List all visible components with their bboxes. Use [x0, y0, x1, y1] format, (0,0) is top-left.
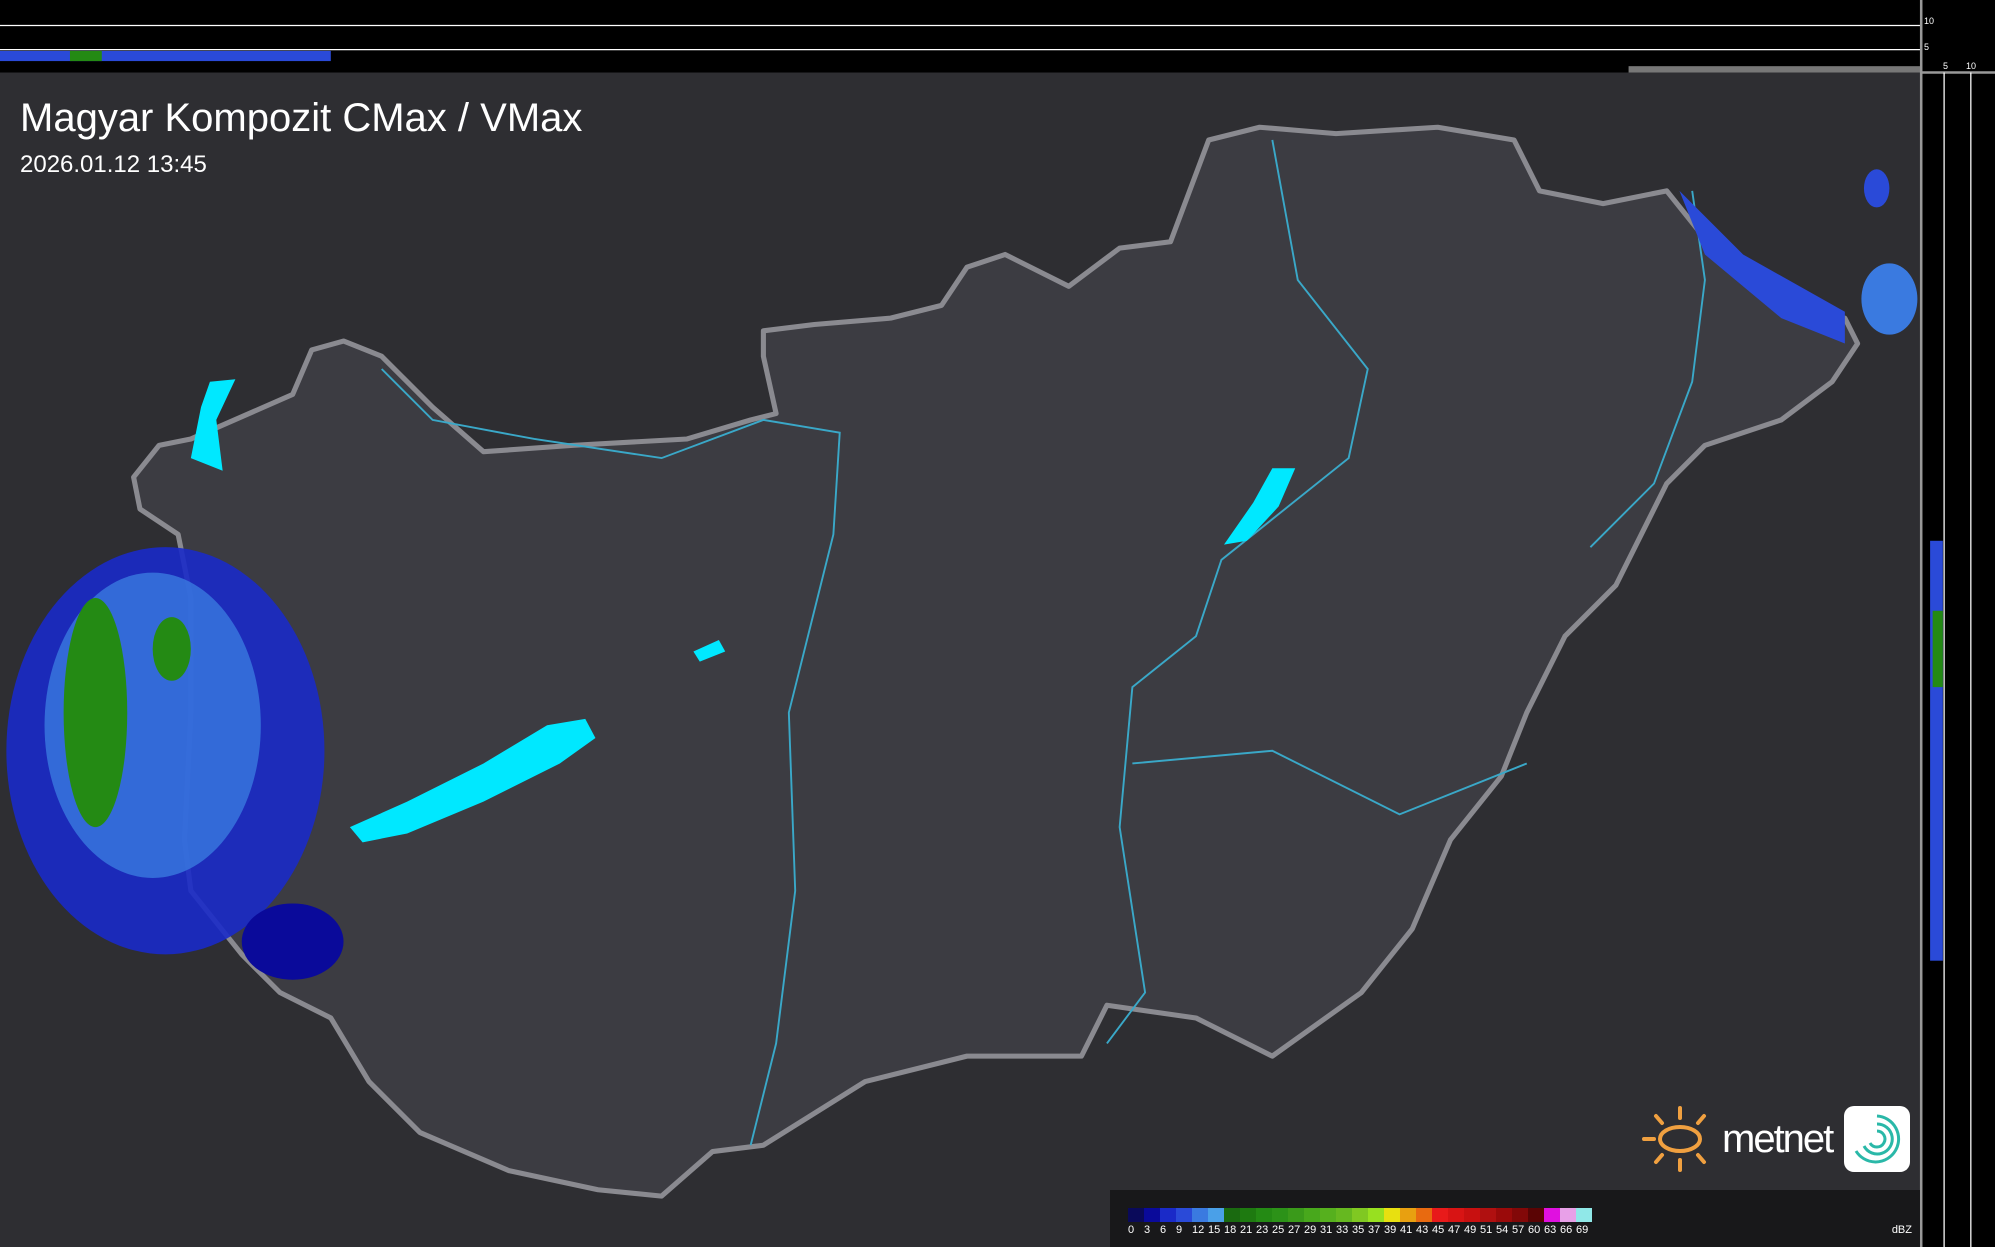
legend-swatch: 15: [1208, 1208, 1224, 1236]
legend-swatch: 18: [1224, 1208, 1240, 1236]
legend-label: 43: [1416, 1224, 1429, 1236]
vertical-tick: 5: [1924, 42, 1930, 52]
legend-swatch: 3: [1144, 1208, 1160, 1236]
legend-label: 6: [1160, 1224, 1167, 1236]
legend-label: 33: [1336, 1224, 1349, 1236]
horizontal-tick: 5: [1943, 61, 1949, 71]
legend-swatch: 41: [1400, 1208, 1416, 1236]
legend-swatch: 39: [1384, 1208, 1400, 1236]
legend-swatch: 6: [1160, 1208, 1176, 1236]
legend-swatch: 21: [1240, 1208, 1256, 1236]
legend-label: 37: [1368, 1224, 1381, 1236]
legend-label: 51: [1480, 1224, 1493, 1236]
legend-label: 21: [1240, 1224, 1253, 1236]
legend-label: 47: [1448, 1224, 1461, 1236]
legend-swatch: 63: [1544, 1208, 1560, 1236]
lake-ferto: [190, 379, 236, 471]
legend-label: 45: [1432, 1224, 1445, 1236]
legend-swatch: 27: [1288, 1208, 1304, 1236]
legend-label: 60: [1528, 1224, 1541, 1236]
radar-app-icon: [1844, 1106, 1911, 1172]
legend-label: 12: [1192, 1224, 1205, 1236]
lakes: [190, 379, 1296, 843]
legend-swatch: 49: [1464, 1208, 1480, 1236]
legend-label: 39: [1384, 1224, 1397, 1236]
vertical-tick: 10: [1924, 16, 1935, 26]
legend-label: 49: [1464, 1224, 1477, 1236]
side-profile-echo: [1930, 540, 1943, 961]
legend-swatch: 66: [1560, 1208, 1576, 1236]
legend-label: 23: [1256, 1224, 1269, 1236]
legend-label: 25: [1272, 1224, 1285, 1236]
legend-label: 66: [1560, 1224, 1573, 1236]
legend-swatch: 12: [1192, 1208, 1208, 1236]
lake-balaton: [349, 718, 596, 843]
legend-label: 29: [1304, 1224, 1317, 1236]
legend-label: 31: [1320, 1224, 1333, 1236]
legend-swatch: 0: [1128, 1208, 1144, 1236]
legend-label: 57: [1512, 1224, 1525, 1236]
map-title: Magyar Kompozit CMax / VMax: [20, 96, 583, 140]
legend-swatch: 31: [1320, 1208, 1336, 1236]
legend-swatch: 9: [1176, 1208, 1192, 1236]
legend-swatch: 47: [1448, 1208, 1464, 1236]
metnet-logo: metnet: [1638, 1104, 1911, 1174]
horizontal-tick: 10: [1966, 61, 1977, 71]
legend-label: 63: [1544, 1224, 1557, 1236]
rivers: [381, 139, 1706, 1146]
legend-swatch: 35: [1352, 1208, 1368, 1236]
country-hungary: [131, 124, 1861, 1199]
lake-tisza: [1223, 468, 1296, 545]
legend-label: 18: [1224, 1224, 1237, 1236]
legend-label: 9: [1176, 1224, 1183, 1236]
logo-text: metnet: [1722, 1116, 1834, 1161]
legend-swatch: 54: [1496, 1208, 1512, 1236]
legend-swatch: 43: [1416, 1208, 1432, 1236]
sun-icon: [1642, 1106, 1706, 1172]
legend-swatch: 45: [1432, 1208, 1448, 1236]
legend-label: 15: [1208, 1224, 1221, 1236]
legend-label: 35: [1352, 1224, 1365, 1236]
legend-swatch: 33: [1336, 1208, 1352, 1236]
lake-velence: [693, 640, 726, 662]
legend-label: 3: [1144, 1224, 1151, 1236]
legend-label: 0: [1128, 1224, 1135, 1236]
legend-swatch: 69: [1576, 1208, 1592, 1236]
legend-label: 27: [1288, 1224, 1301, 1236]
precipitation-echoes: [6, 169, 1918, 980]
legend-unit: dBZ: [1891, 1224, 1912, 1236]
legend-swatch: 29: [1304, 1208, 1320, 1236]
legend-swatch: 23: [1256, 1208, 1272, 1236]
legend-swatch: 60: [1528, 1208, 1544, 1236]
legend-label: 69: [1576, 1224, 1589, 1236]
timestamp: 2026.01.12 13:45: [20, 151, 207, 178]
legend-label: 54: [1496, 1224, 1509, 1236]
legend-swatch: 51: [1480, 1208, 1496, 1236]
color-legend: 0 3 6 9 12 15 18 21 23 25 27 29 31 33 35 37 39 41 43 45 47 49…: [1110, 1190, 1920, 1247]
legend-swatch: 37: [1368, 1208, 1384, 1236]
legend-swatch: 57: [1512, 1208, 1528, 1236]
legend-label: 41: [1400, 1224, 1413, 1236]
legend-swatch: 25: [1272, 1208, 1288, 1236]
top-profile-echo: [0, 50, 331, 62]
